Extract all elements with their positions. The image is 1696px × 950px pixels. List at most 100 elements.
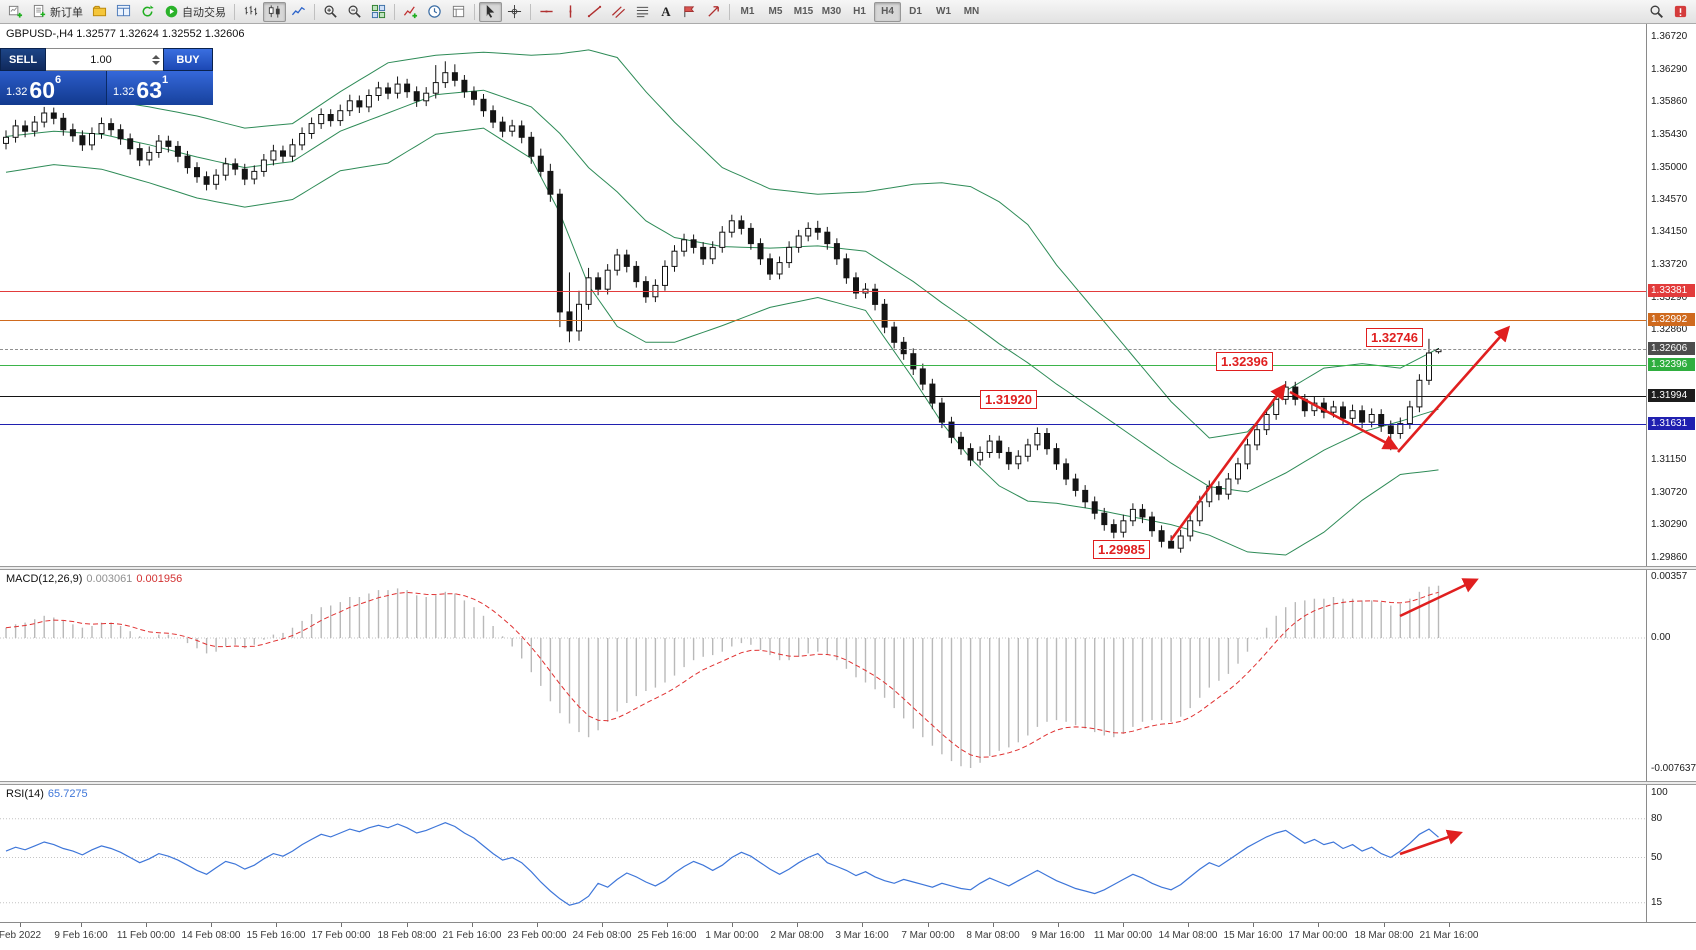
time-label: 7 Mar 00:00 xyxy=(901,930,955,941)
fibonacci-tool-button[interactable] xyxy=(631,2,654,22)
vertical-line-icon xyxy=(569,5,572,18)
cursor-icon xyxy=(486,4,495,18)
timeframe-button-m5[interactable]: M5 xyxy=(762,2,789,22)
label-flag-icon xyxy=(684,6,695,18)
time-tick xyxy=(341,923,342,927)
line-chart-button[interactable] xyxy=(287,2,310,22)
time-tick xyxy=(537,923,538,927)
autotrading-label: 自动交易 xyxy=(182,6,226,19)
time-tick xyxy=(1188,923,1189,927)
ask-price[interactable]: 1.32 63 1 xyxy=(107,71,213,105)
time-tick xyxy=(407,923,408,927)
volume-up-icon[interactable] xyxy=(151,54,160,59)
channel-tool-button[interactable] xyxy=(607,2,630,22)
refresh-button[interactable] xyxy=(136,2,159,22)
arrows-tool-button[interactable] xyxy=(702,2,725,22)
time-label: 21 Feb 16:00 xyxy=(442,930,502,941)
price-axis[interactable]: 1.36720 1.36290 1.35860 1.35430 1.35000 1.345… xyxy=(1646,24,1696,922)
time-label: 24 Feb 08:00 xyxy=(572,930,632,941)
volume-down-icon[interactable] xyxy=(151,60,160,65)
horizontal-line-icon xyxy=(540,10,553,13)
rsi-panel[interactable]: RSI(14) 65.7275 xyxy=(0,785,1646,922)
time-tick xyxy=(667,923,668,927)
panel-divider[interactable] xyxy=(0,566,1696,570)
time-tick xyxy=(1253,923,1254,927)
volume-stepper[interactable]: 1.00 xyxy=(46,48,163,71)
timeframe-button-mn[interactable]: MN xyxy=(958,2,985,22)
timeframe-button-d1[interactable]: D1 xyxy=(902,2,929,22)
macd-signal-value: 0.001956 xyxy=(136,573,183,585)
alerts-button[interactable] xyxy=(1669,2,1692,22)
charts-window-icon xyxy=(116,4,131,17)
zoom-in-button[interactable] xyxy=(319,2,342,22)
price-tag: 1.32396 xyxy=(1648,358,1695,371)
panel-divider[interactable] xyxy=(0,781,1696,785)
price-tick: 1.34150 xyxy=(1651,226,1688,237)
time-tick xyxy=(1384,923,1385,927)
charts-window-button[interactable] xyxy=(112,2,135,22)
rsi-chart[interactable] xyxy=(0,785,1646,922)
price-annotation-box[interactable]: 1.29985 xyxy=(1093,540,1150,559)
profiles-button[interactable] xyxy=(88,2,111,22)
new-order-icon xyxy=(33,4,46,18)
timeframe-button-w1[interactable]: W1 xyxy=(930,2,957,22)
time-label: 3 Mar 16:00 xyxy=(835,930,889,941)
timeframe-button-m15[interactable]: M15 xyxy=(790,2,817,22)
label-tool-button[interactable] xyxy=(678,2,701,22)
crosshair-button[interactable] xyxy=(503,2,526,22)
sell-button[interactable]: SELL xyxy=(0,48,46,71)
new-order-button[interactable]: 新订单 xyxy=(28,2,87,22)
templates-button[interactable] xyxy=(447,2,470,22)
bar-chart-button[interactable] xyxy=(239,2,262,22)
price-tag: 1.31994 xyxy=(1648,389,1695,402)
buy-button[interactable]: BUY xyxy=(163,48,213,71)
trendline-tool-button[interactable] xyxy=(583,2,606,22)
search-button[interactable] xyxy=(1645,2,1668,22)
macd-panel[interactable]: MACD(12,26,9) 0.003061 0.001956 xyxy=(0,570,1646,781)
volume-value: 1.00 xyxy=(90,53,112,66)
time-axis[interactable]: Feb 2022 9 Feb 16:00 11 Feb 00:00 14 Feb 08… xyxy=(0,922,1696,950)
time-label: 15 Mar 16:00 xyxy=(1223,930,1283,941)
autotrading-play-icon xyxy=(165,5,178,18)
price-tick: 1.29860 xyxy=(1651,552,1688,563)
time-label: 17 Feb 00:00 xyxy=(311,930,371,941)
time-label: 8 Mar 08:00 xyxy=(966,930,1020,941)
time-label: 11 Mar 00:00 xyxy=(1093,930,1153,941)
tile-windows-button[interactable] xyxy=(367,2,390,22)
zoom-out-button[interactable] xyxy=(343,2,366,22)
rsi-axis-label: 100 xyxy=(1651,787,1668,798)
time-tick xyxy=(928,923,929,927)
time-tick xyxy=(81,923,82,927)
periods-button[interactable] xyxy=(423,2,446,22)
time-tick xyxy=(20,923,21,927)
new-chart-button[interactable] xyxy=(4,2,27,22)
text-tool-button[interactable]: A xyxy=(655,2,677,22)
volume-spin-buttons[interactable] xyxy=(150,54,161,65)
hline-tool-button[interactable] xyxy=(535,2,558,22)
price-chart-area[interactable]: GBPUSD-,H4 1.32577 1.32624 1.32552 1.326… xyxy=(0,24,1646,566)
macd-chart[interactable] xyxy=(0,570,1646,781)
vline-tool-button[interactable] xyxy=(559,2,582,22)
timeframe-button-h1[interactable]: H1 xyxy=(846,2,873,22)
price-annotation-box[interactable]: 1.32396 xyxy=(1216,352,1273,371)
cursor-button[interactable] xyxy=(479,1,502,22)
timeframe-button-h4[interactable]: H4 xyxy=(874,1,901,22)
toolbar-separator xyxy=(474,3,475,20)
price-annotation-box[interactable]: 1.31920 xyxy=(980,390,1037,409)
candlestick-chart-button[interactable] xyxy=(263,1,286,22)
timeframe-button-m1[interactable]: M1 xyxy=(734,2,761,22)
autotrading-button[interactable]: 自动交易 xyxy=(160,2,230,22)
price-tick: 1.36720 xyxy=(1651,31,1688,42)
rsi-value: 65.7275 xyxy=(47,788,88,800)
bid-price[interactable]: 1.32 60 6 xyxy=(0,71,107,105)
time-tick xyxy=(472,923,473,927)
price-annotation-box[interactable]: 1.32746 xyxy=(1366,328,1423,347)
time-label: 25 Feb 16:00 xyxy=(637,930,697,941)
macd-main-value: 0.003061 xyxy=(86,573,133,585)
indicators-button[interactable] xyxy=(399,2,422,22)
candlestick-chart[interactable] xyxy=(0,24,1646,566)
timeframe-button-m30[interactable]: M30 xyxy=(818,2,845,22)
indicators-icon xyxy=(403,6,418,19)
price-tag: 1.31631 xyxy=(1648,417,1695,430)
price-tag: 1.32992 xyxy=(1648,313,1695,326)
